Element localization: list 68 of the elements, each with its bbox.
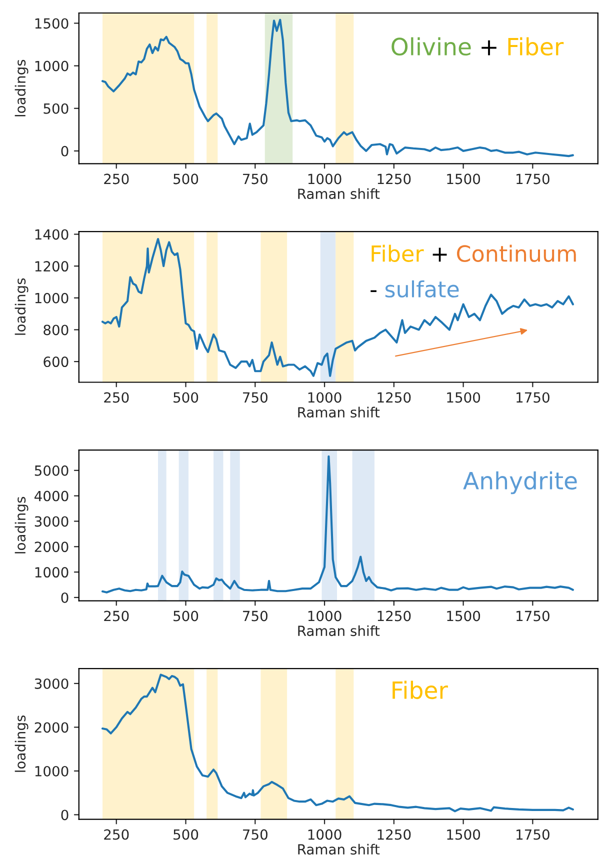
annotation: sulfate <box>385 280 459 298</box>
y-tick-label: 1000 <box>35 60 68 72</box>
x-tick-label: 1250 <box>378 829 411 840</box>
y-tick-label: 2000 <box>34 542 68 552</box>
y-axis-title: loadings <box>14 715 28 772</box>
x-tick-label: 1250 <box>378 610 411 622</box>
y-tick-label: 500 <box>44 103 68 114</box>
x-axis-title: Raman shift <box>298 844 380 855</box>
x-tick-label: 1000 <box>308 610 342 622</box>
x-tick-label: 1000 <box>308 829 342 840</box>
x-tick-label: 250 <box>104 392 129 403</box>
annotation: Continuum <box>457 244 576 262</box>
annotation: Olivine <box>392 37 471 56</box>
annotation: + <box>482 40 496 56</box>
x-tick-label: 1000 <box>308 392 342 403</box>
annotation: Anhydrite <box>463 471 577 494</box>
y-tick-label: 3000 <box>34 678 68 689</box>
y-tick-label: 800 <box>44 324 68 336</box>
x-tick-label: 750 <box>243 392 268 403</box>
y-tick-label: 0 <box>61 592 68 603</box>
y-tick-label: 1500 <box>35 18 68 29</box>
x-tick-label: 500 <box>174 392 198 403</box>
y-tick-label: 1400 <box>35 229 68 240</box>
annotation: Fiber <box>508 37 564 56</box>
y-axis-title: loadings <box>14 278 28 335</box>
line-series <box>101 18 574 158</box>
x-axis-title: Raman shift <box>298 188 380 200</box>
y-tick-label: 4000 <box>34 490 68 502</box>
x-axis-title: Raman shift <box>298 406 380 418</box>
x-tick-label: 500 <box>174 829 198 840</box>
x-tick-label: 750 <box>243 610 268 622</box>
x-tick-label: 750 <box>243 829 268 840</box>
x-tick-label: 1000 <box>308 174 342 184</box>
x-tick-label: 1750 <box>516 392 550 403</box>
x-tick-label: 500 <box>174 174 198 184</box>
annotation: Fiber <box>392 680 448 700</box>
annotation: - <box>370 290 376 292</box>
y-tick-label: 0 <box>61 146 68 156</box>
x-tick-label: 250 <box>104 829 129 840</box>
x-tick-label: 500 <box>174 610 198 622</box>
line-series <box>101 238 574 377</box>
y-tick-label: 600 <box>44 356 68 368</box>
y-tick-label: 1000 <box>35 766 68 776</box>
x-tick-label: 1500 <box>447 610 480 622</box>
x-tick-label: 250 <box>104 174 129 184</box>
x-tick-label: 1500 <box>447 174 480 184</box>
y-tick-label: 2000 <box>34 722 68 733</box>
x-tick-label: 1250 <box>378 392 411 403</box>
y-tick-label: 1200 <box>35 261 68 272</box>
x-tick-label: 1250 <box>378 174 411 184</box>
y-tick-label: 3000 <box>34 516 68 527</box>
y-tick-label: 1000 <box>35 567 68 578</box>
y-axis-title: loadings <box>14 496 28 554</box>
x-tick-label: 250 <box>104 610 129 622</box>
x-tick-label: 1750 <box>516 829 550 840</box>
x-tick-label: 750 <box>243 174 268 184</box>
x-axis-title: Raman shift <box>298 625 380 636</box>
y-tick-label: 5000 <box>34 465 68 476</box>
line-series <box>101 674 574 812</box>
y-tick-label: 0 <box>61 810 68 820</box>
annotation: Fiber <box>372 244 424 262</box>
y-tick-label: 1000 <box>35 292 68 304</box>
annotation: + <box>432 248 447 262</box>
x-tick-label: 1500 <box>447 829 480 840</box>
x-tick-label: 1750 <box>516 610 550 622</box>
y-axis-title: loadings <box>14 60 28 116</box>
x-tick-label: 1750 <box>516 174 550 184</box>
x-tick-label: 1500 <box>447 392 480 403</box>
